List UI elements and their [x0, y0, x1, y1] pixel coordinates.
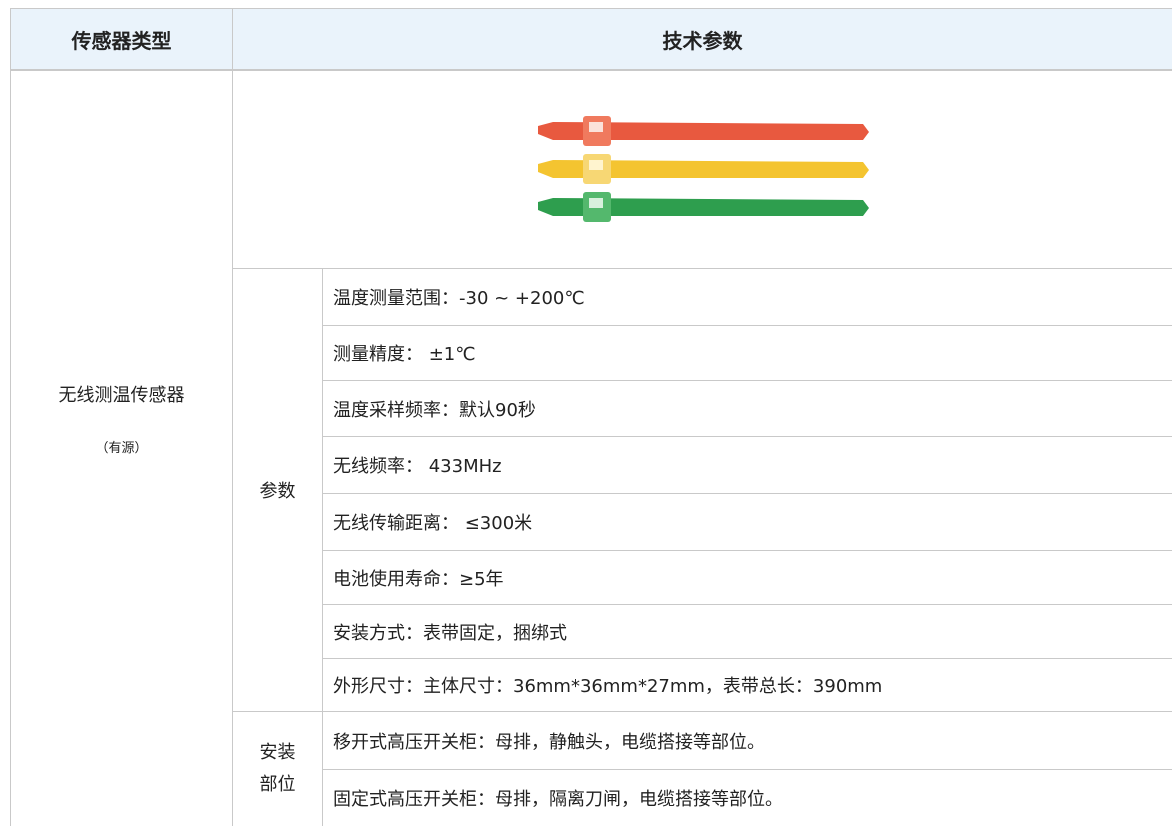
header-text: 传感器类型 [71, 28, 172, 53]
sensor-note: （有源） [95, 441, 148, 456]
param-text: 温度测量范围：-30 ~ +200℃ [333, 288, 585, 309]
image-cell [232, 70, 1172, 268]
param-cell: 无线传输距离： ≤300米 [322, 493, 1172, 550]
strap [537, 154, 869, 184]
strap [537, 192, 869, 222]
param-text: 无线频率： 433MHz [333, 456, 502, 477]
group-label: 参数 [259, 481, 296, 502]
install-text: 固定式高压开关柜：母排，隔离刀闸，电缆搭接等部位。 [333, 789, 783, 810]
param-text: 无线传输距离： ≤300米 [333, 513, 533, 534]
strap [537, 116, 869, 146]
param-cell: 温度采样频率：默认90秒 [322, 380, 1172, 436]
param-cell: 无线频率： 433MHz [322, 436, 1172, 493]
install-text: 移开式高压开关柜：母排，静触头，电缆搭接等部位。 [333, 731, 765, 753]
group-label: 部位 [259, 774, 296, 795]
group-label: 安装 [259, 742, 296, 763]
param-cell: 安装方式：表带固定，捆绑式 [322, 604, 1172, 658]
header-text: 技术参数 [662, 28, 743, 53]
sensor-name: 无线测温传感器 [58, 385, 185, 406]
install-cell: 移开式高压开关柜：母排，静触头，电缆搭接等部位。 [322, 711, 1172, 769]
param-text: 安装方式：表带固定，捆绑式 [333, 622, 567, 644]
param-cell: 外形尺寸：主体尺寸：36mm*36mm*27mm，表带总长：390mm [322, 658, 1172, 711]
param-text: 测量精度： ±1℃ [333, 344, 476, 365]
product-image [537, 116, 869, 222]
group-label-cell: 安装 部位 [232, 711, 322, 826]
param-text: 温度采样频率：默认90秒 [333, 399, 536, 421]
param-cell: 电池使用寿命：≥5年 [322, 550, 1172, 604]
param-cell: 温度测量范围：-30 ~ +200℃ [322, 268, 1172, 325]
param-text: 外形尺寸：主体尺寸：36mm*36mm*27mm，表带总长：390mm [333, 676, 883, 697]
param-text: 电池使用寿命：≥5年 [333, 568, 504, 590]
param-cell: 测量精度： ±1℃ [322, 325, 1172, 380]
group-label-cell: 参数 [232, 268, 322, 711]
install-cell: 固定式高压开关柜：母排，隔离刀闸，电缆搭接等部位。 [322, 769, 1172, 826]
sensor-cell: 无线测温传感器 （有源） [10, 70, 232, 826]
header-cell: 技术参数 [232, 8, 1172, 70]
header-cell: 传感器类型 [10, 8, 232, 70]
